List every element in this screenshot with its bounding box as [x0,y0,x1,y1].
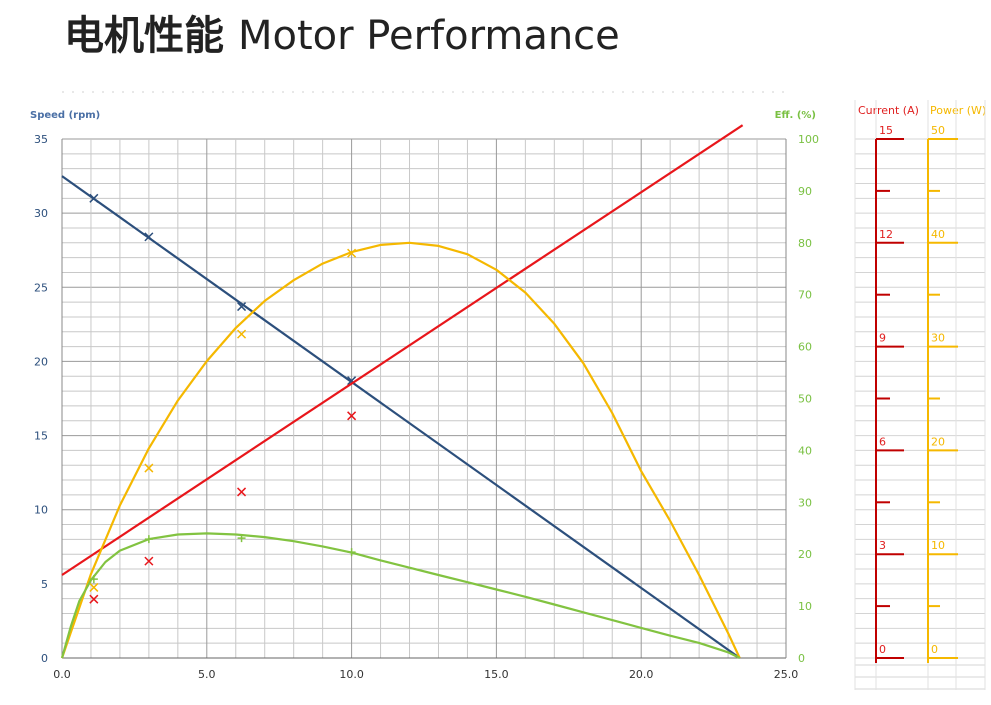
efficiency-tick-label: 80 [798,237,812,250]
speed-tick-label: 20 [34,355,48,368]
efficiency-tick-label: 10 [798,600,812,613]
efficiency-tick-label: 0 [798,652,805,665]
power-marker [89,582,99,592]
x-tick-label: 5.0 [198,668,216,681]
current-axis-label: Current (A) [858,104,919,117]
efficiency-tick-label: 50 [798,393,812,406]
current-tick-label: 0 [879,643,886,656]
current-marker [89,594,99,604]
efficiency-tick-label: 20 [798,548,812,561]
speed-tick-label: 35 [34,133,48,146]
speed-axis-label: Speed (rpm) [30,110,100,121]
x-tick-label: 15.0 [484,668,509,681]
power-tick-label: 50 [931,124,945,137]
speed-tick-label: 15 [34,430,48,443]
current-tick-label: 12 [879,228,893,241]
efficiency-marker [347,548,356,557]
power-marker [144,463,154,473]
chart-title: 电机性能 Motor Performance [64,6,620,66]
current-tick-label: 9 [879,332,886,345]
efficiency-tick-label: 60 [798,341,812,354]
power-marker [347,248,357,258]
efficiency-marker [89,575,98,584]
current-tick-label: 15 [879,124,893,137]
efficiency-tick-label: 40 [798,444,812,457]
x-tick-label: 10.0 [339,668,364,681]
efficiency-tick-label: 30 [798,496,812,509]
efficiency-tick-label: 90 [798,185,812,198]
speed-tick-label: 10 [34,504,48,517]
x-tick-label: 0.0 [53,668,71,681]
power-tick-label: 40 [931,228,945,241]
x-tick-label: 25.0 [774,668,799,681]
power-tick-label: 30 [931,332,945,345]
efficiency-marker [144,535,153,544]
speed-tick-label: 0 [41,652,48,665]
efficiency-marker [237,534,246,543]
speed-tick-label: 30 [34,207,48,220]
current-marker [144,556,154,566]
current-marker [237,487,247,497]
power-marker [237,329,247,339]
current-marker [347,411,357,421]
current-tick-label: 3 [879,539,886,552]
current-tick-label: 6 [879,435,886,448]
power-tick-label: 10 [931,539,945,552]
power-tick-label: 0 [931,643,938,656]
speed-tick-label: 5 [41,578,48,591]
chart-title-en: Motor Performance [238,13,620,59]
efficiency-axis-label: Eff. (%) [775,110,816,121]
x-tick-label: 20.0 [629,668,654,681]
efficiency-tick-label: 100 [798,133,819,146]
current-series-line [61,124,744,576]
speed-marker [89,193,99,203]
power-series-line [60,241,741,659]
speed-marker [144,232,154,242]
speed-series-line [61,175,741,659]
chart-title-zh: 电机性能 [64,13,224,59]
speed-marker [347,376,357,386]
efficiency-tick-label: 70 [798,289,812,302]
power-tick-label: 20 [931,435,945,448]
power-axis-label: Power (W) [930,104,986,117]
speed-marker [237,302,247,312]
speed-tick-label: 25 [34,281,48,294]
efficiency-series-line [60,532,741,659]
